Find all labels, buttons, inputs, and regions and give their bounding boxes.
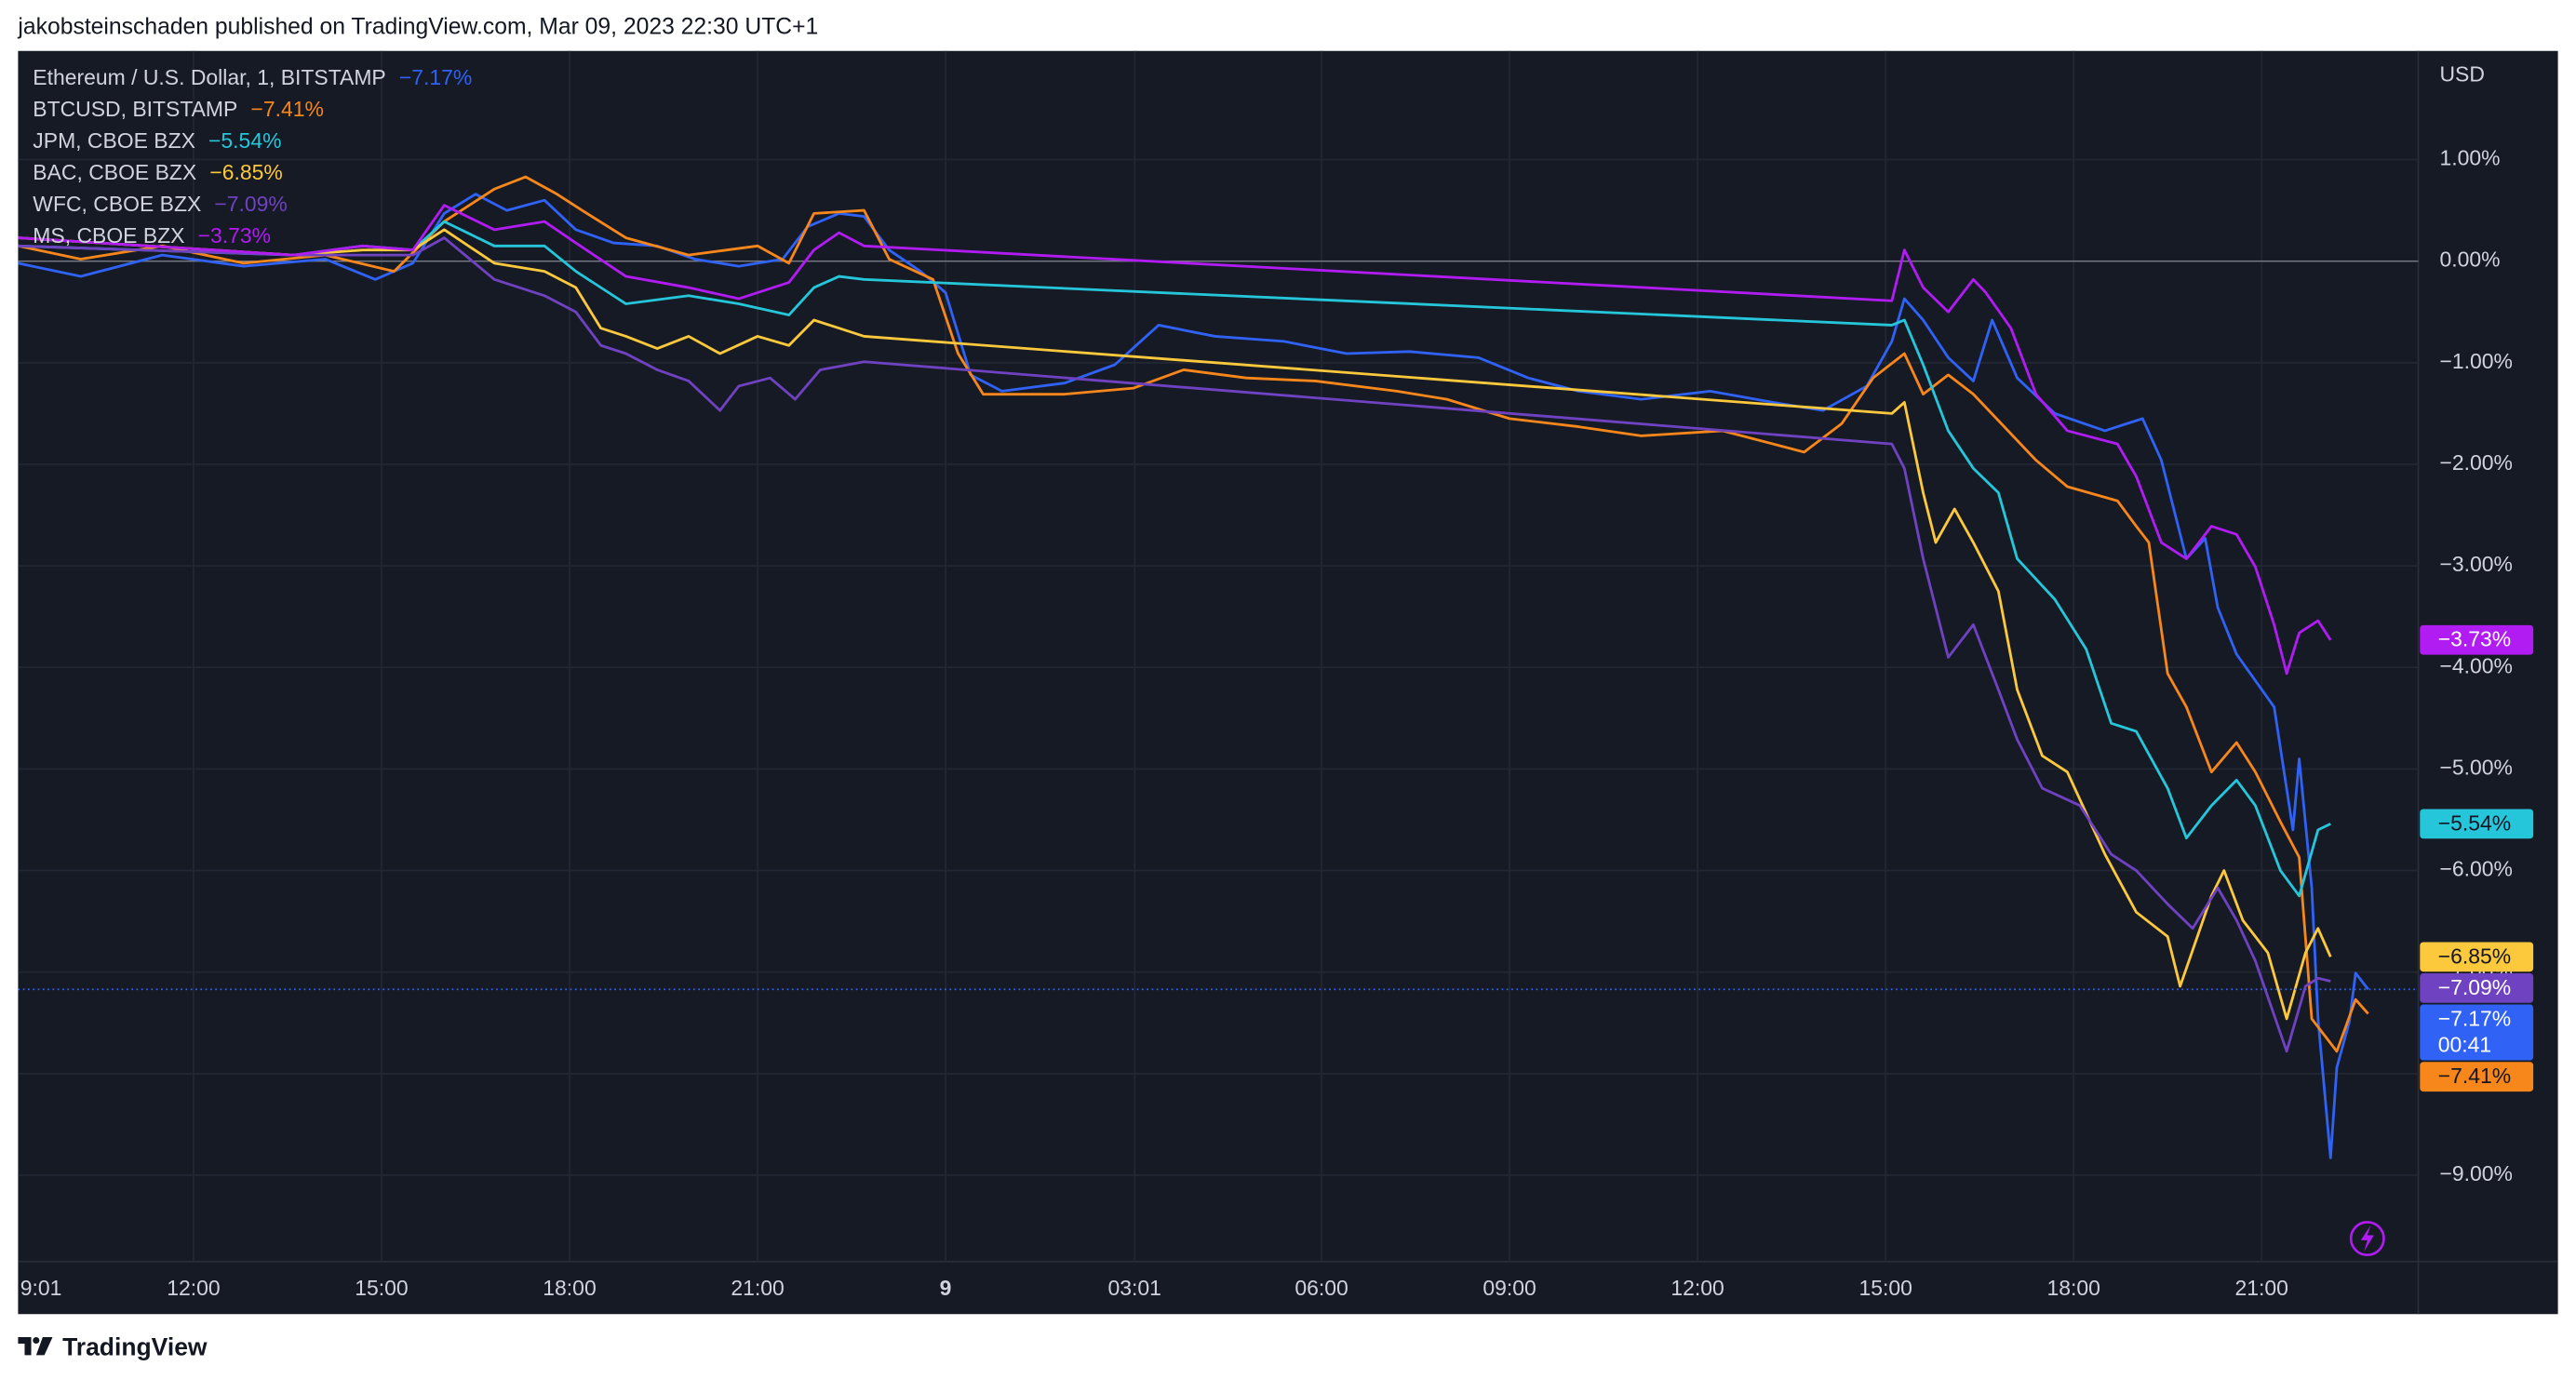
legend-entry: JPM, CBOE BZX [33, 128, 195, 153]
series-line [18, 193, 2369, 1159]
x-tick-label: 21:00 [2234, 1276, 2288, 1300]
x-tick-label: 12:00 [1670, 1276, 1724, 1300]
lightning-icon [2349, 1221, 2385, 1257]
price-badge-label: −5.54% [2438, 810, 2511, 835]
plot [18, 175, 2419, 1159]
series-line [18, 204, 2332, 676]
x-tick-label: 12:00 [167, 1276, 220, 1300]
legend-entry: WFC, CBOE BZX [33, 192, 201, 216]
y-tick-label: −3.00% [2439, 552, 2512, 576]
x-tick-label: 18:00 [2046, 1276, 2100, 1300]
price-badge-label: −7.09% [2438, 975, 2511, 999]
legend-entry: BTCUSD, BITSTAMP [33, 97, 237, 121]
legend-entry: MS, CBOE BZX [33, 223, 184, 248]
x-tick-label: 18:00 [543, 1276, 596, 1300]
x-tick-label: 9 [940, 1276, 952, 1300]
price-badge-label: −3.73% [2438, 627, 2511, 651]
series-line [18, 236, 2331, 1053]
footer: TradingView [62, 1332, 208, 1360]
series-line [18, 175, 2369, 1053]
x-tick-label: 9:01 [20, 1276, 62, 1300]
x-tick-label: 06:00 [1295, 1276, 1348, 1300]
legend-entry: BAC, CBOE BZX [33, 160, 196, 184]
series-line [18, 228, 2332, 1021]
y-tick-label: 1.00% [2439, 146, 2500, 170]
y-tick-label: −9.00% [2439, 1161, 2512, 1185]
price-badge [2420, 942, 2534, 972]
x-tick-label: 09:00 [1483, 1276, 1536, 1300]
price-badge [2420, 624, 2534, 655]
price-badge-label: −7.41% [2438, 1064, 2511, 1088]
price-badge [2420, 809, 2534, 839]
footer-logo [18, 1336, 53, 1356]
x-tick-label: 03:01 [1107, 1276, 1161, 1300]
legend-entry: Ethereum / U.S. Dollar, 1, BITSTAMP [33, 65, 385, 89]
price-badge [2420, 1004, 2534, 1061]
legend-value: −3.73% [198, 223, 271, 248]
x-tick-label: 15:00 [355, 1276, 408, 1300]
price-badge [2420, 1062, 2534, 1092]
y-tick-label: −6.00% [2439, 857, 2512, 881]
legend-value: −5.54% [208, 128, 281, 153]
legend-value: −7.09% [214, 192, 287, 216]
grid [18, 50, 2419, 1262]
y-tick-label: −2.00% [2439, 450, 2512, 475]
y-tick-label: 0.00% [2439, 248, 2500, 272]
y-tick-label: −1.00% [2439, 349, 2512, 373]
price-badges: −3.73% −5.54% −6.85% −7.09% −7.17% 00:41 −7.41… [2420, 624, 2534, 1092]
series-line [18, 220, 2331, 898]
header: jakobsteinschaden published on TradingVi… [17, 15, 818, 40]
y-tick-label: −4.00% [2439, 653, 2512, 677]
price-badge-label: −6.85% [2438, 944, 2511, 968]
legend: Ethereum / U.S. Dollar, 1, BITSTAMP −7.17… [33, 65, 472, 248]
legend-value: −7.17% [399, 65, 472, 89]
price-countdown: 00:41 [2438, 1033, 2491, 1057]
x-tick-label: 15:00 [1858, 1276, 1912, 1300]
price-badge-label: −7.17% [2438, 1006, 2511, 1030]
x-tick-label: 21:00 [731, 1276, 784, 1300]
legend-value: −6.85% [209, 160, 282, 184]
price-badge [2420, 972, 2534, 1003]
y-tick-label: −5.00% [2439, 755, 2512, 779]
y-axis-label: USD [2439, 61, 2484, 86]
chart-panel [18, 50, 2558, 1315]
legend-value: −7.41% [250, 97, 323, 121]
